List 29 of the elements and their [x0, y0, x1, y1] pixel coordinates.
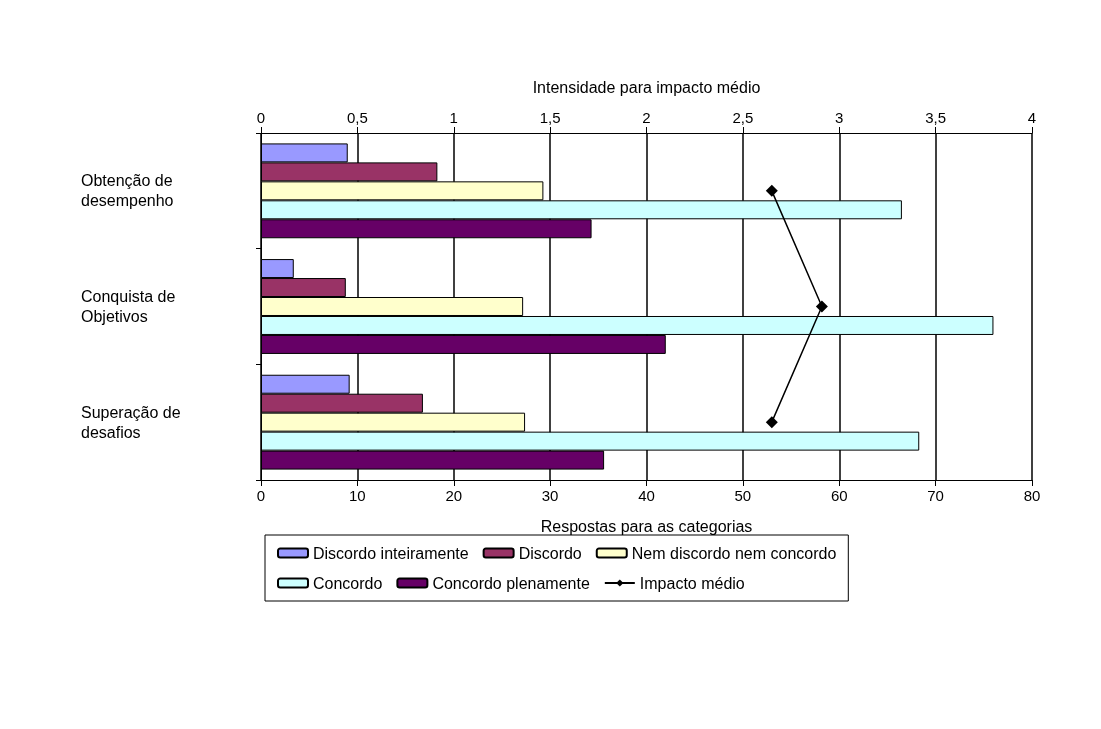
- x-tick-label: 70: [927, 487, 944, 504]
- x-tick-label: 80: [1023, 487, 1041, 504]
- x2-tick-label: 1: [449, 109, 458, 126]
- y-tick-label: Obtenção de desempenho: [81, 172, 178, 210]
- x-tick-label: 60: [830, 487, 848, 504]
- x2-tick-label: 2,5: [732, 109, 754, 126]
- x-tick-label: 0: [256, 487, 266, 504]
- x-axis-title: Respostas para as categorias: [540, 517, 753, 535]
- x-tick-label: 50: [734, 487, 752, 504]
- legend-label: Impacto médio: [639, 574, 745, 592]
- legend-label: Nem discordo nem concordo: [631, 544, 837, 562]
- x2-tick-label: 2: [642, 109, 651, 126]
- x2-tick-label: 4: [1027, 109, 1037, 126]
- x-tick-label: 10: [349, 487, 366, 504]
- x2-tick-label: 3: [835, 109, 844, 126]
- x2-tick-label: 0,5: [346, 109, 368, 126]
- legend-label: Discordo inteiramente: [313, 544, 469, 562]
- y-tick-label: Conquista de Objetivos: [81, 288, 180, 325]
- x-tick-label: 40: [638, 487, 655, 504]
- x2-tick-label: 0: [256, 109, 266, 126]
- legend-label: Concordo: [313, 574, 383, 592]
- x2-axis-title: Intensidade para impacto médio: [532, 78, 761, 96]
- y-tick-label: Superação de desafios: [81, 403, 186, 441]
- legend-label: Concordo plenamente: [432, 574, 590, 592]
- legend-label: Discordo: [518, 544, 582, 562]
- x-tick-label: 30: [541, 487, 559, 504]
- x2-tick-label: 3,5: [925, 109, 947, 126]
- x-tick-label: 20: [445, 487, 463, 504]
- x2-tick-label: 1,5: [539, 109, 561, 126]
